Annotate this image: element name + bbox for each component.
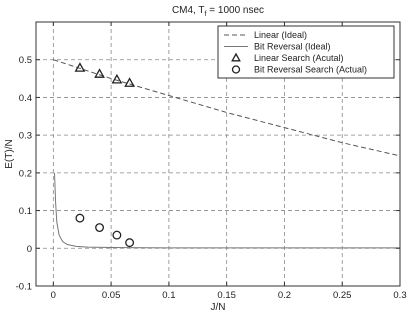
data-point-triangle [74, 62, 86, 72]
title-prefix: CM4, T [172, 5, 205, 16]
series-layer [53, 59, 401, 249]
y-axis-label: E(T)/N [4, 139, 15, 168]
series [74, 62, 135, 87]
legend-entry: Linear Search (Acutal) [231, 52, 344, 63]
legend-label: Linear Search (Acutal) [254, 53, 344, 63]
data-point-circle [95, 223, 105, 232]
legend: Linear (Ideal) Bit Reversal (Ideal)Linear… [217, 25, 395, 79]
x-tick-label: 0.05 [102, 290, 121, 301]
data-point-circle [75, 213, 85, 223]
legend-label: Linear (Ideal) [254, 30, 307, 40]
title-suffix: = 1000 nsec [207, 5, 265, 16]
legend-items: Linear (Ideal) Bit Reversal (Ideal)Linear… [224, 30, 367, 75]
legend-box [217, 25, 395, 79]
x-tick-label: 0.3 [393, 290, 406, 301]
legend-label: Bit Reversal (Ideal) [254, 42, 331, 52]
series [53, 59, 401, 157]
legend-swatch [231, 65, 241, 74]
x-tick-label: 0.2 [278, 290, 291, 301]
x-tick-label: 0.15 [217, 290, 236, 301]
y-tick-label: 0.3 [19, 131, 32, 142]
series-line [53, 172, 400, 249]
data-point-triangle [111, 73, 123, 84]
y-tick-label: 0.4 [19, 93, 32, 104]
legend-swatch [231, 52, 241, 62]
plot-area [35, 21, 401, 287]
legend-entry: Bit Reversal Search (Actual) [231, 65, 367, 75]
x-tick-label: 0.1 [162, 290, 175, 301]
series [53, 172, 400, 249]
legend-entry: Bit Reversal (Ideal) [224, 42, 331, 52]
data-point-circle [125, 238, 135, 248]
chart-title: CM4, Tf = 1000 nsec [172, 5, 264, 18]
y-tick-label: 0.5 [19, 55, 32, 66]
series [75, 213, 135, 248]
x-tick-label: 0.25 [333, 290, 352, 301]
x-axis-label: J/N [211, 302, 226, 313]
x-tick-label: 0 [51, 290, 56, 301]
axis-ticks: 0 0.05 0.1 0.15 0.2 0.25 0.3 -0.1 0 0.1 0.2 0.3 0.4 0… [16, 22, 407, 301]
series-line [53, 59, 401, 157]
legend-label: Bit Reversal Search (Actual) [254, 65, 367, 75]
title-subscript: f [205, 11, 207, 18]
y-tick-label: 0 [27, 244, 32, 255]
data-point-triangle [124, 77, 135, 87]
legend-entry: Linear (Ideal) [224, 30, 307, 40]
data-point-circle [112, 230, 122, 240]
data-point-triangle [94, 68, 105, 78]
y-tick-label: 0.1 [19, 206, 32, 217]
y-tick-label: -0.1 [16, 282, 32, 293]
y-tick-label: 0.2 [19, 168, 32, 179]
